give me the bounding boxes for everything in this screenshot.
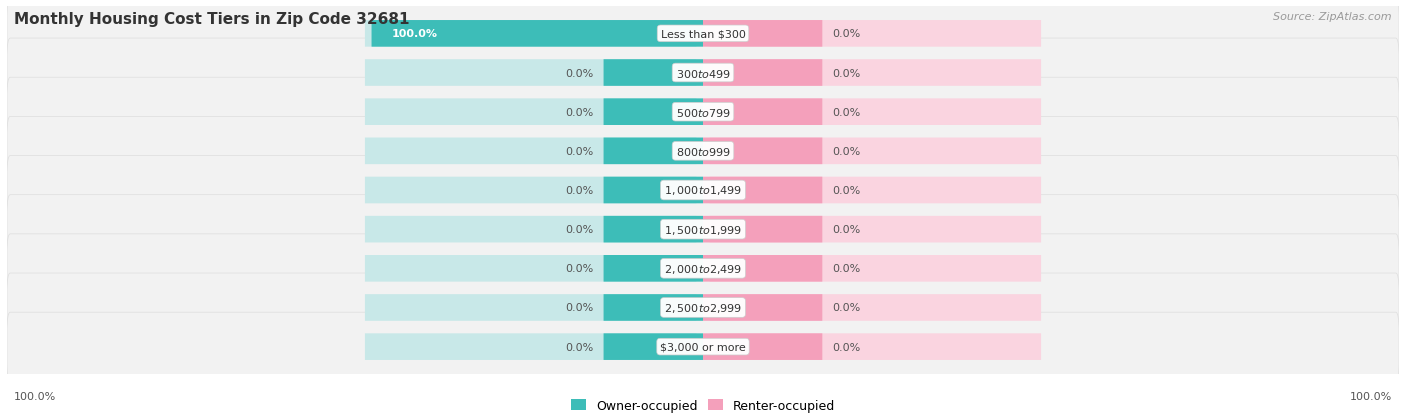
FancyBboxPatch shape — [703, 60, 823, 87]
Text: $1,000 to $1,499: $1,000 to $1,499 — [664, 184, 742, 197]
FancyBboxPatch shape — [603, 294, 703, 321]
Text: $500 to $799: $500 to $799 — [675, 107, 731, 119]
FancyBboxPatch shape — [703, 21, 823, 47]
Text: $2,500 to $2,999: $2,500 to $2,999 — [664, 301, 742, 314]
FancyBboxPatch shape — [366, 294, 696, 321]
Text: 100.0%: 100.0% — [14, 391, 56, 401]
Text: 0.0%: 0.0% — [832, 225, 860, 235]
FancyBboxPatch shape — [603, 334, 703, 360]
Text: Less than $300: Less than $300 — [661, 29, 745, 39]
Text: 0.0%: 0.0% — [832, 263, 860, 274]
Text: 0.0%: 0.0% — [565, 263, 593, 274]
FancyBboxPatch shape — [7, 156, 1399, 225]
FancyBboxPatch shape — [703, 216, 823, 243]
FancyBboxPatch shape — [7, 195, 1399, 264]
Text: 100.0%: 100.0% — [1350, 391, 1392, 401]
FancyBboxPatch shape — [366, 99, 696, 126]
FancyBboxPatch shape — [366, 255, 696, 282]
FancyBboxPatch shape — [703, 177, 823, 204]
FancyBboxPatch shape — [366, 21, 696, 47]
FancyBboxPatch shape — [603, 138, 703, 165]
FancyBboxPatch shape — [7, 0, 1399, 69]
Legend: Owner-occupied, Renter-occupied: Owner-occupied, Renter-occupied — [571, 399, 835, 412]
FancyBboxPatch shape — [7, 117, 1399, 186]
FancyBboxPatch shape — [366, 216, 696, 243]
FancyBboxPatch shape — [603, 60, 703, 87]
Text: 0.0%: 0.0% — [832, 29, 860, 39]
Text: 0.0%: 0.0% — [565, 303, 593, 313]
Text: $300 to $499: $300 to $499 — [675, 67, 731, 79]
Text: $2,000 to $2,499: $2,000 to $2,499 — [664, 262, 742, 275]
Text: 0.0%: 0.0% — [565, 342, 593, 352]
Text: 0.0%: 0.0% — [832, 342, 860, 352]
FancyBboxPatch shape — [366, 334, 696, 360]
Text: $3,000 or more: $3,000 or more — [661, 342, 745, 352]
FancyBboxPatch shape — [7, 39, 1399, 108]
FancyBboxPatch shape — [7, 78, 1399, 147]
FancyBboxPatch shape — [7, 273, 1399, 342]
FancyBboxPatch shape — [371, 21, 703, 47]
Text: 0.0%: 0.0% — [832, 69, 860, 78]
Text: 0.0%: 0.0% — [565, 225, 593, 235]
Text: 0.0%: 0.0% — [565, 185, 593, 195]
FancyBboxPatch shape — [603, 255, 703, 282]
FancyBboxPatch shape — [710, 60, 1040, 87]
Text: 0.0%: 0.0% — [832, 107, 860, 117]
FancyBboxPatch shape — [710, 216, 1040, 243]
FancyBboxPatch shape — [710, 177, 1040, 204]
FancyBboxPatch shape — [710, 21, 1040, 47]
Text: 0.0%: 0.0% — [832, 147, 860, 157]
Text: 0.0%: 0.0% — [832, 303, 860, 313]
FancyBboxPatch shape — [710, 138, 1040, 165]
Text: 100.0%: 100.0% — [391, 29, 437, 39]
FancyBboxPatch shape — [603, 177, 703, 204]
Text: 0.0%: 0.0% — [565, 107, 593, 117]
Text: 0.0%: 0.0% — [832, 185, 860, 195]
FancyBboxPatch shape — [703, 294, 823, 321]
FancyBboxPatch shape — [710, 255, 1040, 282]
FancyBboxPatch shape — [7, 234, 1399, 303]
FancyBboxPatch shape — [366, 138, 696, 165]
FancyBboxPatch shape — [710, 334, 1040, 360]
Text: $800 to $999: $800 to $999 — [675, 145, 731, 157]
FancyBboxPatch shape — [710, 294, 1040, 321]
Text: Source: ZipAtlas.com: Source: ZipAtlas.com — [1274, 12, 1392, 22]
Text: 0.0%: 0.0% — [565, 69, 593, 78]
Text: $1,500 to $1,999: $1,500 to $1,999 — [664, 223, 742, 236]
FancyBboxPatch shape — [703, 138, 823, 165]
FancyBboxPatch shape — [703, 99, 823, 126]
FancyBboxPatch shape — [703, 255, 823, 282]
FancyBboxPatch shape — [7, 312, 1399, 381]
FancyBboxPatch shape — [603, 99, 703, 126]
FancyBboxPatch shape — [366, 60, 696, 87]
FancyBboxPatch shape — [710, 99, 1040, 126]
Text: Monthly Housing Cost Tiers in Zip Code 32681: Monthly Housing Cost Tiers in Zip Code 3… — [14, 12, 409, 27]
FancyBboxPatch shape — [366, 177, 696, 204]
Text: 0.0%: 0.0% — [565, 147, 593, 157]
FancyBboxPatch shape — [703, 334, 823, 360]
FancyBboxPatch shape — [603, 216, 703, 243]
